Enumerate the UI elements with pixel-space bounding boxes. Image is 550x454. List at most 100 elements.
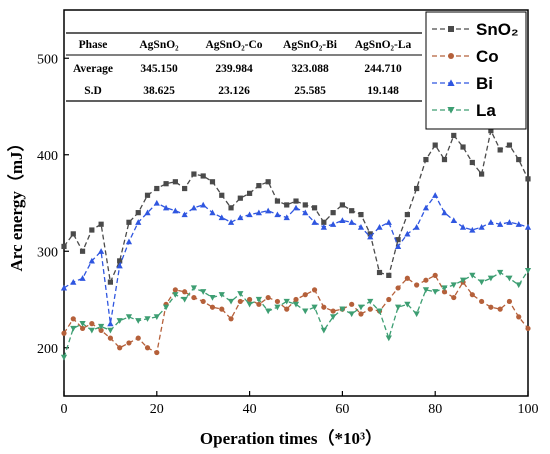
data-point — [219, 192, 225, 198]
data-point — [311, 287, 318, 293]
legend-items: SnO₂ Co Bi La — [432, 20, 519, 120]
data-point — [311, 219, 318, 225]
data-point — [256, 301, 262, 307]
data-point — [432, 272, 438, 278]
data-point — [451, 132, 457, 139]
data-point — [330, 221, 337, 227]
x-tick-label: 0 — [61, 402, 68, 417]
data-point — [237, 291, 244, 297]
series-line — [63, 128, 529, 285]
data-point — [478, 224, 485, 230]
data-point — [172, 292, 179, 298]
table-cell: 38.625 — [143, 85, 175, 97]
data-point — [302, 292, 308, 298]
data-point — [349, 301, 355, 307]
data-point — [107, 279, 113, 285]
data-point — [376, 269, 383, 276]
data-point — [209, 304, 216, 310]
data-point — [339, 217, 346, 223]
data-point — [200, 173, 206, 179]
data-point — [274, 198, 281, 204]
data-point — [348, 311, 355, 318]
data-point — [125, 314, 133, 320]
data-point — [357, 224, 365, 230]
data-point — [190, 204, 198, 211]
data-point — [163, 181, 169, 187]
data-point — [320, 224, 327, 230]
legend-label: SnO₂ — [476, 20, 519, 39]
data-point — [228, 316, 234, 322]
data-point — [469, 292, 475, 298]
data-point — [497, 221, 504, 227]
data-point — [172, 179, 178, 185]
data-point — [79, 321, 86, 327]
data-point — [422, 287, 430, 293]
data-point — [60, 354, 68, 361]
table-cell: 19.148 — [367, 85, 399, 97]
data-point — [274, 211, 281, 218]
data-point — [191, 294, 197, 301]
data-point — [497, 269, 504, 276]
legend-marker — [447, 79, 455, 86]
data-point — [144, 209, 151, 216]
data-point — [404, 275, 410, 281]
data-point — [524, 224, 532, 230]
data-point — [274, 304, 281, 311]
data-point — [98, 327, 104, 333]
legend-marker — [448, 26, 454, 32]
data-point — [283, 298, 290, 305]
data-point — [181, 296, 188, 303]
data-point — [117, 345, 123, 351]
data-point — [302, 209, 309, 216]
data-point — [321, 304, 327, 310]
data-point — [460, 144, 466, 150]
data-point — [79, 325, 86, 332]
data-point — [98, 221, 104, 227]
data-point — [367, 233, 374, 240]
data-point — [311, 205, 318, 211]
data-point — [162, 204, 170, 211]
data-point — [265, 294, 271, 301]
table-cell: 25.585 — [294, 85, 326, 97]
data-point — [79, 248, 86, 254]
data-point — [487, 219, 494, 225]
data-point — [237, 195, 243, 201]
data-point — [125, 238, 133, 245]
data-point — [79, 275, 86, 281]
data-point — [339, 202, 345, 208]
data-point — [98, 248, 105, 254]
data-point — [255, 296, 262, 303]
data-point — [441, 285, 448, 292]
data-point — [386, 296, 392, 303]
data-point — [293, 198, 299, 204]
data-point — [330, 210, 336, 216]
data-point — [376, 308, 383, 315]
data-point — [348, 219, 355, 225]
data-point — [255, 209, 262, 216]
data-point — [135, 219, 142, 225]
data-point — [488, 128, 494, 134]
x-tick-label: 40 — [243, 402, 257, 417]
table-cell: 23.126 — [218, 85, 250, 97]
data-point — [395, 285, 401, 291]
data-point — [321, 219, 327, 225]
legend-item-3: La — [432, 101, 496, 120]
data-point — [459, 224, 467, 230]
data-point — [441, 156, 448, 163]
data-point — [154, 349, 160, 356]
data-point — [404, 230, 411, 237]
data-point — [284, 306, 290, 312]
data-point — [209, 294, 216, 301]
table-cells: Phase AgSnO₂ AgSnO₂-Co AgSnO₂-Bi AgSnO₂-La Av… — [73, 39, 411, 97]
stats-table: Phase AgSnO₂ AgSnO₂-Co AgSnO₂-Bi AgSnO₂-La Av… — [66, 32, 422, 102]
data-point — [432, 192, 439, 198]
data-point — [61, 243, 67, 250]
data-point — [450, 217, 457, 223]
data-point — [432, 142, 438, 148]
data-point — [283, 214, 290, 221]
data-point — [358, 211, 364, 218]
data-point — [451, 294, 457, 301]
data-point — [162, 304, 170, 311]
data-point — [116, 318, 123, 324]
